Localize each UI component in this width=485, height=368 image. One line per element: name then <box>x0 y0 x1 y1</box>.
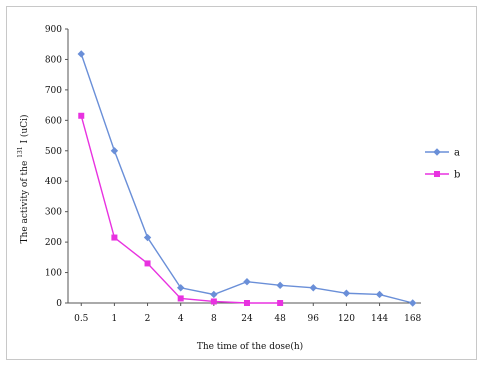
x-tick-label: 1 <box>112 314 118 324</box>
y-tick-label: 500 <box>45 147 62 157</box>
legend: ab <box>425 148 460 181</box>
series-b-point <box>210 298 217 305</box>
y-axis-ticks: 0 100 200 300 400 500 600 700 800 900 <box>45 25 68 309</box>
series-a-point <box>409 299 417 307</box>
series-b-point <box>177 295 184 302</box>
series-a-point <box>243 277 251 286</box>
x-tick-label: 8 <box>211 314 217 324</box>
series-a-point <box>110 147 119 155</box>
y-tick-label: 900 <box>45 25 62 35</box>
legend-swatch-marker <box>433 148 441 156</box>
x-tick-label: 120 <box>338 314 355 324</box>
x-tick-label: 0.5 <box>74 314 89 324</box>
y-axis-title-prefix: The activity of the <box>20 161 30 244</box>
x-tick-label: 168 <box>404 314 421 324</box>
series-layer <box>77 50 417 307</box>
series-b-point <box>78 112 85 119</box>
series-b-point <box>144 260 151 267</box>
x-tick-label: 24 <box>241 314 253 324</box>
series-b-point <box>277 300 284 306</box>
series-a-point <box>210 290 218 299</box>
series-a <box>77 50 417 307</box>
x-tick-label: 144 <box>371 314 388 324</box>
series-a-point <box>276 281 284 290</box>
y-tick-label: 200 <box>45 238 62 248</box>
series-a-point <box>309 284 317 292</box>
x-tick-label: 2 <box>145 314 151 324</box>
y-tick-label: 100 <box>45 269 62 279</box>
y-tick-label: 0 <box>56 299 62 309</box>
x-axis-title: The time of the dose(h) <box>197 341 303 352</box>
y-axis-title-suffix: I (uCi) <box>19 115 30 144</box>
legend-swatch-marker <box>434 171 440 177</box>
series-b <box>78 112 284 306</box>
y-axis-title: The activity of the 131 I (uCi) <box>15 115 30 244</box>
y-tick-label: 600 <box>45 116 62 126</box>
x-tick-label: 96 <box>308 314 320 324</box>
series-a-point <box>176 284 185 292</box>
series-a-point <box>143 233 152 242</box>
y-tick-label: 700 <box>45 86 62 96</box>
chart-frame: 0 100 200 300 400 500 600 700 800 900 0.5 1 2 4 8 24 48… <box>6 6 477 360</box>
y-tick-label: 300 <box>45 208 62 218</box>
x-tick-label: 48 <box>274 314 286 324</box>
series-b-line <box>80 115 281 304</box>
series-a-point <box>342 289 351 297</box>
x-tick-label: 4 <box>178 314 184 324</box>
x-axis-ticks: 0.5 1 2 4 8 24 48 96 120 144 168 <box>74 303 422 324</box>
y-tick-label: 800 <box>45 55 62 65</box>
y-axis-title-superscript: 131 <box>17 146 24 157</box>
legend-label: a <box>454 148 460 159</box>
y-tick-label: 400 <box>45 177 62 187</box>
series-a-line <box>80 53 413 304</box>
series-b-point <box>243 300 250 306</box>
series-b-point <box>111 234 118 241</box>
series-a-point <box>77 50 85 58</box>
legend-label: b <box>454 170 460 181</box>
legend-item-a: a <box>425 148 460 159</box>
legend-item-b: b <box>425 170 460 181</box>
series-a-point <box>375 290 384 299</box>
